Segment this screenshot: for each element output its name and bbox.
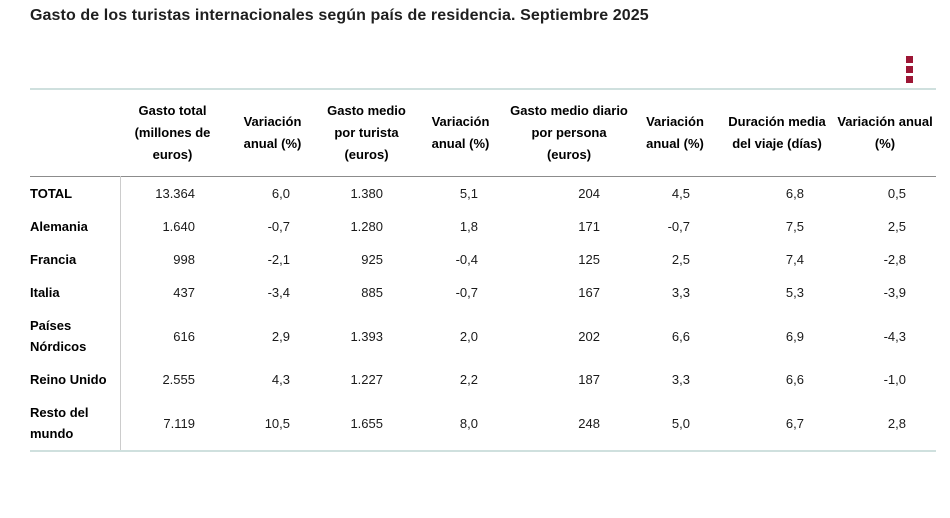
table-cell: -4,3 [883,328,906,344]
row-label: Reino Unido [30,372,107,387]
table-cell: 1,8 [459,219,478,234]
table-cell: 125 [578,252,600,267]
table-cell: 1.393 [350,328,383,344]
column-header-gasto-medio-diario: Gasto medio diario por persona (euros) [510,103,628,162]
table-cell: 1.655 [350,415,383,431]
kebab-menu-icon [905,55,913,83]
table-cell: 3,3 [671,372,690,387]
column-header-variacion-3: Variación anual (%) [646,114,704,151]
table-row-reino-unido: Reino Unido 2.555 4,3 1.227 2,2 187 3,3 … [30,363,936,396]
row-label: Francia [30,252,77,267]
table-cell: 248 [578,415,600,431]
column-header-gasto-medio-turista: Gasto medio por turista (euros) [327,103,406,162]
table-cell: -1,0 [883,372,906,387]
table-cell: 187 [578,372,600,387]
table-row-francia: Francia 998 -2,1 925 -0,4 125 2,5 7,4 -2… [30,243,936,276]
row-label: Resto del mundo [30,405,89,441]
table-cell: 5,1 [459,186,478,201]
header-row: Gasto total (millones de euros) Variació… [30,89,936,177]
row-label: TOTAL [30,186,73,201]
column-header-blank [30,89,120,177]
table-cell: 6,6 [671,328,690,344]
table-cell: 6,7 [785,415,804,431]
table-cell: 2,0 [459,328,478,344]
table-cell: 202 [578,328,600,344]
table-cell: -2,8 [883,252,906,267]
table-row-alemania: Alemania 1.640 -0,7 1.280 1,8 171 -0,7 7… [30,210,936,243]
column-header-variacion-1: Variación anual (%) [243,114,302,151]
table-cell: 998 [119,243,225,276]
table-cell: 1.380 [350,186,383,201]
table-cell: 0,5 [887,186,906,201]
table-row-italia: Italia 437 -3,4 885 -0,7 167 3,3 5,3 -3,… [30,276,936,309]
column-header-gasto-total: Gasto total (millones de euros) [134,103,211,162]
table-cell: 2,5 [887,219,906,234]
table-cell: 6,6 [785,372,804,387]
table-cell: 7,5 [785,219,804,234]
table-cell: -0,7 [455,285,478,300]
column-header-variacion-2: Variación anual (%) [431,114,490,151]
row-label: Italia [30,285,60,300]
column-header-duracion-media: Duración media del viaje (días) [728,114,826,151]
table-cell: 10,5 [264,415,290,431]
table-cell: -0,7 [267,219,290,234]
table-cell: 2,2 [459,372,478,387]
table-cell: 2,5 [671,252,690,267]
row-label: Países Nórdicos [30,318,87,354]
table-cell: 885 [361,285,383,300]
options-menu-button[interactable] [899,52,919,86]
table-cell: 13.364 [119,176,225,210]
column-header-variacion-4: Variación anual (%) [837,114,933,151]
table-cell: 3,3 [671,285,690,300]
row-label: Alemania [30,219,88,234]
table-cell: -0,4 [455,252,478,267]
table-row-resto-del-mundo: Resto del mundo 7.119 10,5 1.655 8,0 248… [30,396,936,451]
table-cell: 2,8 [887,415,906,431]
table-cell: 2,9 [271,328,290,344]
table-cell: 7,4 [785,252,804,267]
table-cell: 171 [578,219,600,234]
table-cell: 167 [578,285,600,300]
table-cell: 8,0 [459,415,478,431]
table-cell: 6,9 [785,328,804,344]
table-cell: 7.119 [119,396,225,451]
table-cell: 2.555 [119,363,225,396]
table-cell: 6,0 [271,186,290,201]
page-title: Gasto de los turistas internacionales se… [30,7,649,24]
table-cell: 616 [119,309,225,363]
table-cell: 5,3 [785,285,804,300]
table-cell: 4,5 [671,186,690,201]
table-cell: 437 [119,276,225,309]
table-row-total: TOTAL 13.364 6,0 1.380 5,1 204 4,5 6,8 0… [30,176,936,210]
table-cell: 4,3 [271,372,290,387]
table-cell: -2,1 [267,252,290,267]
table-cell: 925 [361,252,383,267]
table-cell: 6,8 [785,186,804,201]
table-row-paises-nordicos: Países Nórdicos 616 2,9 1.393 2,0 202 6,… [30,309,936,363]
table-cell: 1.280 [350,219,383,234]
table-cell: 5,0 [671,415,690,431]
table-cell: -3,4 [267,285,290,300]
table-cell: -0,7 [667,219,690,234]
table-cell: 1.640 [119,210,225,243]
table-cell: -3,9 [883,285,906,300]
table-cell: 204 [578,186,600,201]
tourist-spending-table: Gasto total (millones de euros) Variació… [30,88,936,452]
table-cell: 1.227 [350,372,383,387]
